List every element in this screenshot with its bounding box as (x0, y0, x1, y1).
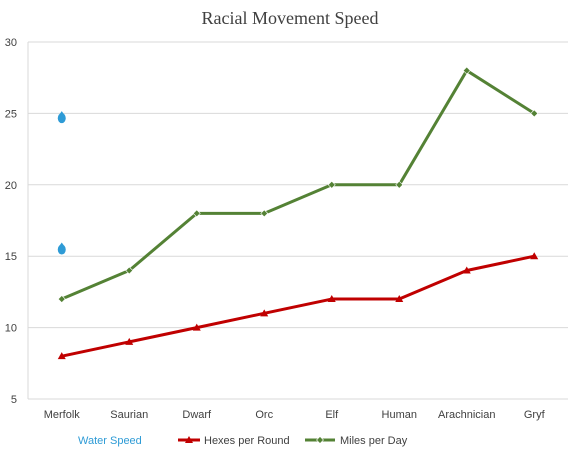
data-point-miles-per-day-orc (260, 209, 269, 218)
data-point-hexes-per-round-saurian (125, 337, 134, 345)
y-tick-label: 20 (5, 180, 17, 192)
legend-label-hexes-per-round: Hexes per Round (204, 435, 290, 447)
legend-marker-hexes-per-round (185, 436, 193, 443)
data-point-hexes-per-round-orc (260, 309, 269, 317)
series-line-hexes-per-round (60, 254, 536, 358)
gridlines (27, 41, 568, 400)
y-axis-tick-labels: 5 10 15 20 25 30 (5, 37, 17, 406)
data-point-water-speed-merfolk-tip (59, 242, 65, 247)
y-tick-label: 5 (11, 394, 17, 406)
data-point-miles-per-day-saurian (125, 266, 134, 275)
data-point-water-speed-merfolk-body (57, 244, 66, 255)
series-miles-per-day (57, 66, 539, 303)
x-tick-label-orc: Orc (255, 409, 273, 421)
y-tick-label: 15 (5, 251, 17, 263)
y-tick-label: 25 (5, 108, 17, 120)
data-point-hexes-per-round-merfolk (57, 352, 66, 360)
legend: Water Speed Hexes per Round Miles per Day (78, 435, 408, 447)
series-hexes-per-round (57, 252, 539, 360)
data-point-water-speed-merfolk-extra-0-body (57, 113, 66, 124)
legend-label-water-speed: Water Speed (78, 435, 142, 447)
x-tick-label-arachnician: Arachnician (438, 409, 495, 421)
legend-label-miles-per-day: Miles per Day (340, 435, 408, 447)
y-tick-label: 10 (5, 323, 17, 335)
legend-item-miles-per-day: Miles per Day (305, 435, 408, 447)
x-tick-label-human: Human (382, 409, 417, 421)
legend-item-water-speed: Water Speed (78, 435, 142, 447)
chart-title: Racial Movement Speed (202, 8, 379, 28)
series-line-miles-per-day (60, 69, 536, 301)
data-point-miles-per-day-elf (327, 180, 336, 189)
data-point-hexes-per-round-elf (327, 295, 336, 303)
x-tick-label-gryf: Gryf (524, 409, 546, 421)
legend-item-hexes-per-round: Hexes per Round (178, 435, 290, 447)
data-point-hexes-per-round-dwarf (192, 323, 201, 331)
x-axis-tick-labels: Merfolk Saurian Dwarf Orc Elf Human Arachnicia… (44, 409, 546, 421)
data-point-hexes-per-round-arachnician (462, 266, 471, 274)
plot-series (57, 66, 539, 360)
x-tick-label-merfolk: Merfolk (44, 409, 81, 421)
series-water-speed (57, 111, 66, 255)
y-tick-label: 30 (5, 37, 17, 49)
x-tick-label-saurian: Saurian (110, 409, 148, 421)
x-tick-label-dwarf: Dwarf (182, 409, 212, 421)
data-point-miles-per-day-arachnician (462, 66, 471, 75)
data-point-hexes-per-round-gryf (530, 252, 539, 260)
data-point-hexes-per-round-human (395, 295, 404, 303)
data-point-miles-per-day-dwarf (192, 209, 201, 218)
data-point-water-speed-merfolk-extra-0-tip (59, 111, 65, 115)
legend-marker-miles-per-day (316, 436, 324, 444)
x-tick-label-elf: Elf (325, 409, 339, 421)
data-point-water-speed-merfolk (57, 242, 66, 255)
data-point-water-speed-merfolk-extra-0 (57, 111, 66, 124)
data-point-miles-per-day-merfolk (57, 295, 66, 303)
data-point-miles-per-day-human (395, 180, 404, 189)
data-point-miles-per-day-gryf (530, 109, 539, 118)
